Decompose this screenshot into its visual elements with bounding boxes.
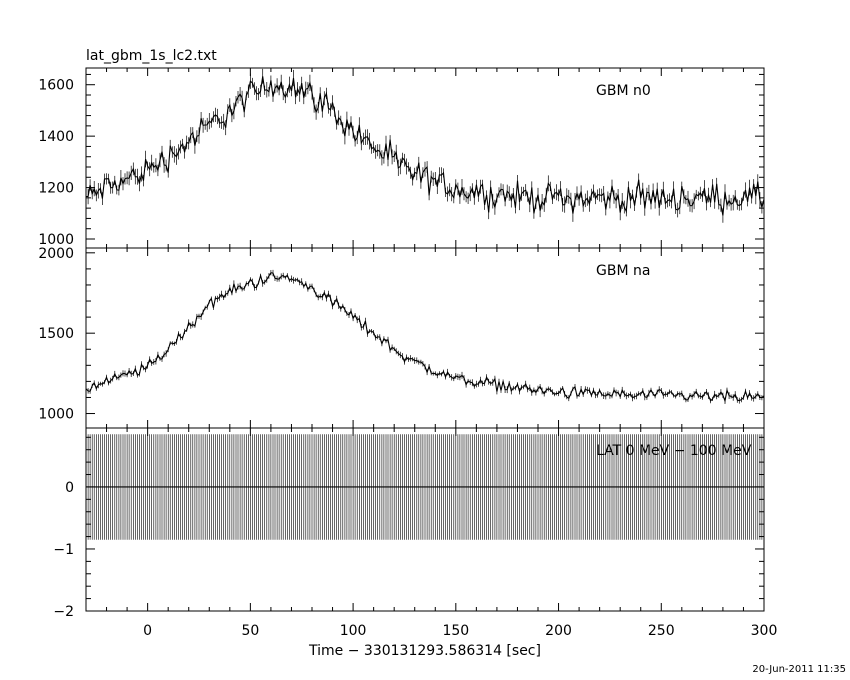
- panel-1: 1000 1500 2000 GBM na: [38, 246, 765, 429]
- panels-group: 1000 1200 1400 1600 GBM n0 1000 1500 2000 GBM na…: [38, 67, 765, 620]
- timestamp: 20-Jun-2011 11:35: [752, 664, 846, 675]
- x-tick-label: 200: [545, 623, 572, 639]
- y-tick-label: 1000: [38, 407, 74, 423]
- x-axis-label: Time − 330131293.586314 [sec]: [308, 643, 541, 659]
- y-tick-label: −2: [53, 604, 74, 620]
- y-tick-label: −1: [53, 542, 74, 558]
- y-tick-label: 1000: [38, 232, 74, 248]
- x-tick-label: 0: [143, 623, 152, 639]
- x-tick-label: 300: [751, 623, 778, 639]
- y-tick-label: 0: [65, 480, 74, 496]
- y-tick-label: 1400: [38, 129, 74, 145]
- x-tick-label: 150: [442, 623, 469, 639]
- series-label: GBM na: [596, 263, 650, 279]
- y-tick-label: 2000: [38, 246, 74, 262]
- error-bars: [85, 68, 765, 223]
- chart-title: lat_gbm_1s_lc2.txt: [86, 48, 217, 64]
- x-tick-label: 100: [340, 623, 367, 639]
- y-tick-label: 1500: [38, 326, 74, 342]
- error-bars: [85, 269, 765, 404]
- panel-frame: [85, 67, 765, 249]
- panel-frame: [85, 247, 765, 429]
- x-tick-label: 50: [241, 623, 259, 639]
- x-axis-ticks: 0 50 100 150 200 250 300: [143, 623, 777, 639]
- y-tick-label: 1600: [38, 78, 74, 94]
- x-tick-label: 250: [648, 623, 675, 639]
- series-label: GBM n0: [596, 83, 651, 99]
- light-curve-line: [85, 272, 765, 403]
- panel-0: 1000 1200 1400 1600 GBM n0: [38, 67, 765, 249]
- y-tick-label: 1200: [38, 181, 74, 197]
- light-curve-line: [85, 76, 765, 216]
